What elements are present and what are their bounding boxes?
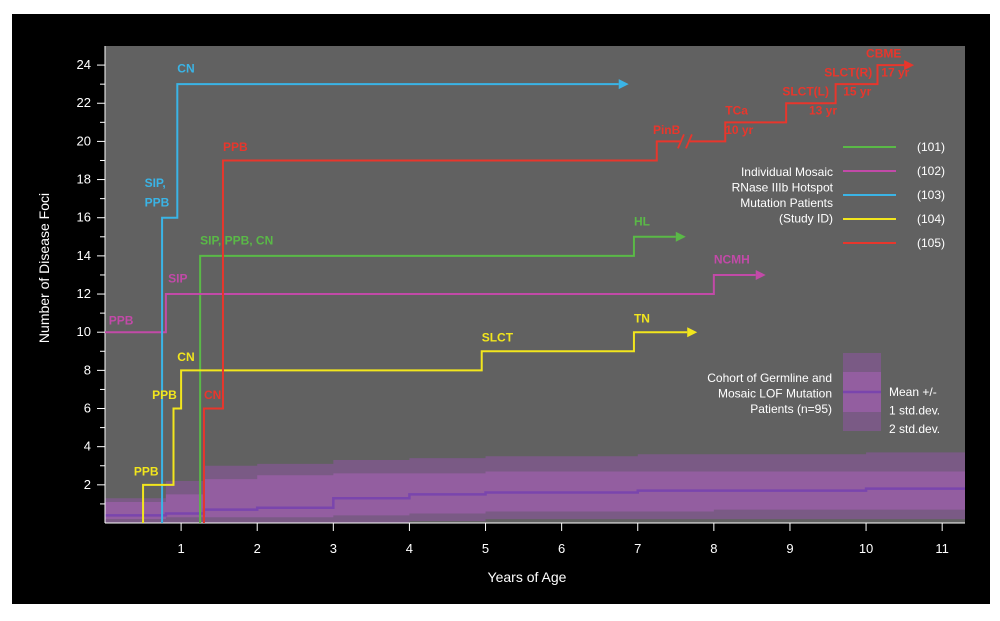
band-label: 2 std.dev. [889, 422, 940, 436]
arrow-head [675, 231, 686, 242]
series-line [161, 83, 619, 523]
band-label: 1 std.dev. [889, 404, 940, 418]
series-annotation: PPB [109, 314, 134, 328]
arrow-head [755, 269, 766, 280]
series-annotation: 15 yr [843, 85, 871, 99]
y-tick-label: 22 [77, 95, 91, 110]
y-tick-label: 16 [77, 210, 91, 225]
x-tick-label: 6 [558, 541, 565, 556]
cohort-caption: Patients (n=95) [750, 402, 832, 416]
series-annotation: SIP [168, 272, 187, 286]
y-tick-label: 2 [84, 477, 91, 492]
series-annotation: 13 yr [809, 104, 837, 118]
x-tick-label: 8 [710, 541, 717, 556]
y-tick-label: 4 [84, 439, 91, 454]
x-tick-label: 2 [254, 541, 261, 556]
series-annotation: TCa [725, 104, 748, 118]
y-tick-label: 24 [77, 57, 91, 72]
series-annotation: PPB [145, 195, 170, 209]
series-annotation: SLCT(L) [782, 85, 829, 99]
y-axis-label: Number of Disease Foci [36, 193, 52, 343]
series-102 [105, 269, 766, 334]
cohort-caption: Mosaic LOF Mutation [718, 387, 832, 401]
x-tick-label: 5 [482, 541, 489, 556]
series-lines [105, 60, 915, 523]
series-annotation: PPB [152, 388, 177, 402]
plot-area [105, 46, 965, 523]
series-103 [161, 79, 629, 523]
series-annotation: TN [634, 312, 650, 326]
series-line [105, 273, 756, 334]
series-annotation: SLCT(R) [824, 66, 872, 80]
series-annotation: HL [634, 214, 650, 228]
x-tick-label: 4 [406, 541, 413, 556]
legend-caption: Mutation Patients [740, 196, 833, 210]
x-tick-label: 3 [330, 541, 337, 556]
series-104 [142, 327, 698, 523]
legend-caption: (Study ID) [779, 212, 833, 226]
cohort-caption: Cohort of Germline and [707, 371, 832, 385]
x-tick-label: 11 [935, 541, 949, 556]
series-annotation: CBME [866, 46, 901, 60]
legend-label: (101) [917, 140, 945, 154]
band-label: Mean +/- [889, 385, 937, 399]
x-axis-ticks: 1 2 3 4 5 6 7 8 9 10 11 [105, 522, 965, 556]
y-tick-label: 20 [77, 133, 91, 148]
legend-label: (105) [917, 236, 945, 250]
series-annotation: 10 yr [725, 123, 753, 137]
arrow-head [618, 79, 629, 90]
x-tick-label: 7 [634, 541, 641, 556]
legend-caption: Individual Mosaic [741, 165, 833, 179]
x-tick-label: 9 [786, 541, 793, 556]
series-105 [202, 60, 915, 523]
arrow-head [904, 60, 915, 71]
x-axis-label: Years of Age [488, 569, 567, 585]
series-annotation: SIP, [145, 176, 166, 190]
y-tick-label: 12 [77, 286, 91, 301]
series-annotation: PPB [134, 464, 159, 478]
series-annotation: NCMH [714, 253, 750, 267]
series-annotation: CN [204, 388, 221, 402]
legend-label: (102) [917, 164, 945, 178]
series-101 [199, 231, 686, 523]
series-line [199, 235, 676, 523]
y-tick-label: 10 [77, 324, 91, 339]
series-annotation: SIP, PPB, CN [200, 233, 273, 247]
series-annotation: PPB [223, 140, 248, 154]
x-tick-label: 10 [859, 541, 873, 556]
legend-label: (103) [917, 188, 945, 202]
y-tick-label: 6 [84, 401, 91, 416]
series-annotation: CN [177, 350, 194, 364]
series-line [202, 64, 905, 523]
series-annotation: CN [177, 62, 194, 76]
legend-label: (104) [917, 212, 945, 226]
legend-caption: RNase IIIb Hotspot [732, 181, 834, 195]
y-tick-label: 18 [77, 172, 91, 187]
series-line [142, 331, 688, 523]
series-annotations: SIP, PPB, CN HL PPB SIP NCMH SIP, PPB CN PPB PPB C… [109, 46, 910, 478]
legend: (101) (102) (103) (104) (105) Individual Mosa… [707, 140, 945, 436]
y-tick-label: 8 [84, 362, 91, 377]
axis-break-mark [685, 134, 693, 149]
series-annotation: PinB [653, 123, 681, 137]
axis-break-gap [679, 135, 690, 148]
series-annotation: SLCT [482, 331, 514, 345]
series-annotation: 17 yr [881, 66, 909, 80]
axis-break-mark [677, 134, 685, 149]
arrow-head [687, 327, 698, 338]
y-tick-label: 14 [77, 248, 91, 263]
x-tick-label: 1 [177, 541, 184, 556]
